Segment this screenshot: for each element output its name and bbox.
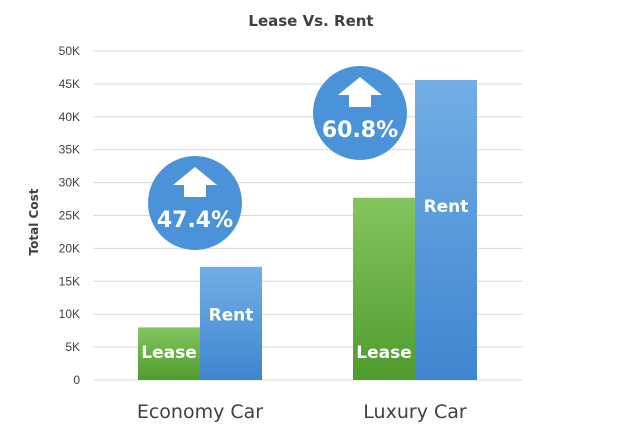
bar-lease-economy-car [138,327,200,380]
change-badge: 47.4% [148,156,242,250]
y-tick-label: 30K [59,176,80,190]
x-axis-categories: Economy Car Luxury Car [137,401,467,423]
bar-rent-economy-car [200,266,262,380]
y-tick-label: 35K [59,143,80,157]
y-axis-label: Total Cost [27,188,41,255]
badge-percent: 60.8% [322,118,398,143]
bar-label: Lease [356,343,411,363]
y-tick-label: 10K [59,307,80,321]
y-tick-label: 25K [59,209,80,223]
bar-label: Lease [141,343,196,363]
change-badge: 60.8% [313,66,407,160]
y-tick-label: 45K [59,77,80,91]
bars: Lease Rent Lease Rent [138,79,477,381]
badge-percent: 47.4% [157,208,233,233]
y-axis-ticks: 0 5K 10K 15K 20K 25K 30K 35K 40K 45K 50K [59,44,81,387]
bar-label: Rent [209,305,254,325]
x-category-label: Economy Car [137,401,263,423]
y-tick-label: 20K [59,241,80,255]
x-category-label: Luxury Car [363,401,467,423]
y-tick-label: 5K [65,340,80,354]
y-tick-label: 40K [59,110,80,124]
y-tick-label: 50K [59,44,80,58]
bar-lease-luxury-car [353,197,415,380]
badge-circle [313,66,407,160]
change-badges: 47.4% 60.8% [148,66,407,250]
bar-label: Rent [424,197,469,217]
up-arrow-icon [338,77,382,107]
badge-circle [148,156,242,250]
bar-rent-luxury-car [415,79,477,381]
y-tick-label: 15K [59,274,80,288]
up-arrow-icon [173,167,217,197]
y-tick-label: 0 [73,373,80,387]
chart-title: Lease Vs. Rent [248,12,373,30]
